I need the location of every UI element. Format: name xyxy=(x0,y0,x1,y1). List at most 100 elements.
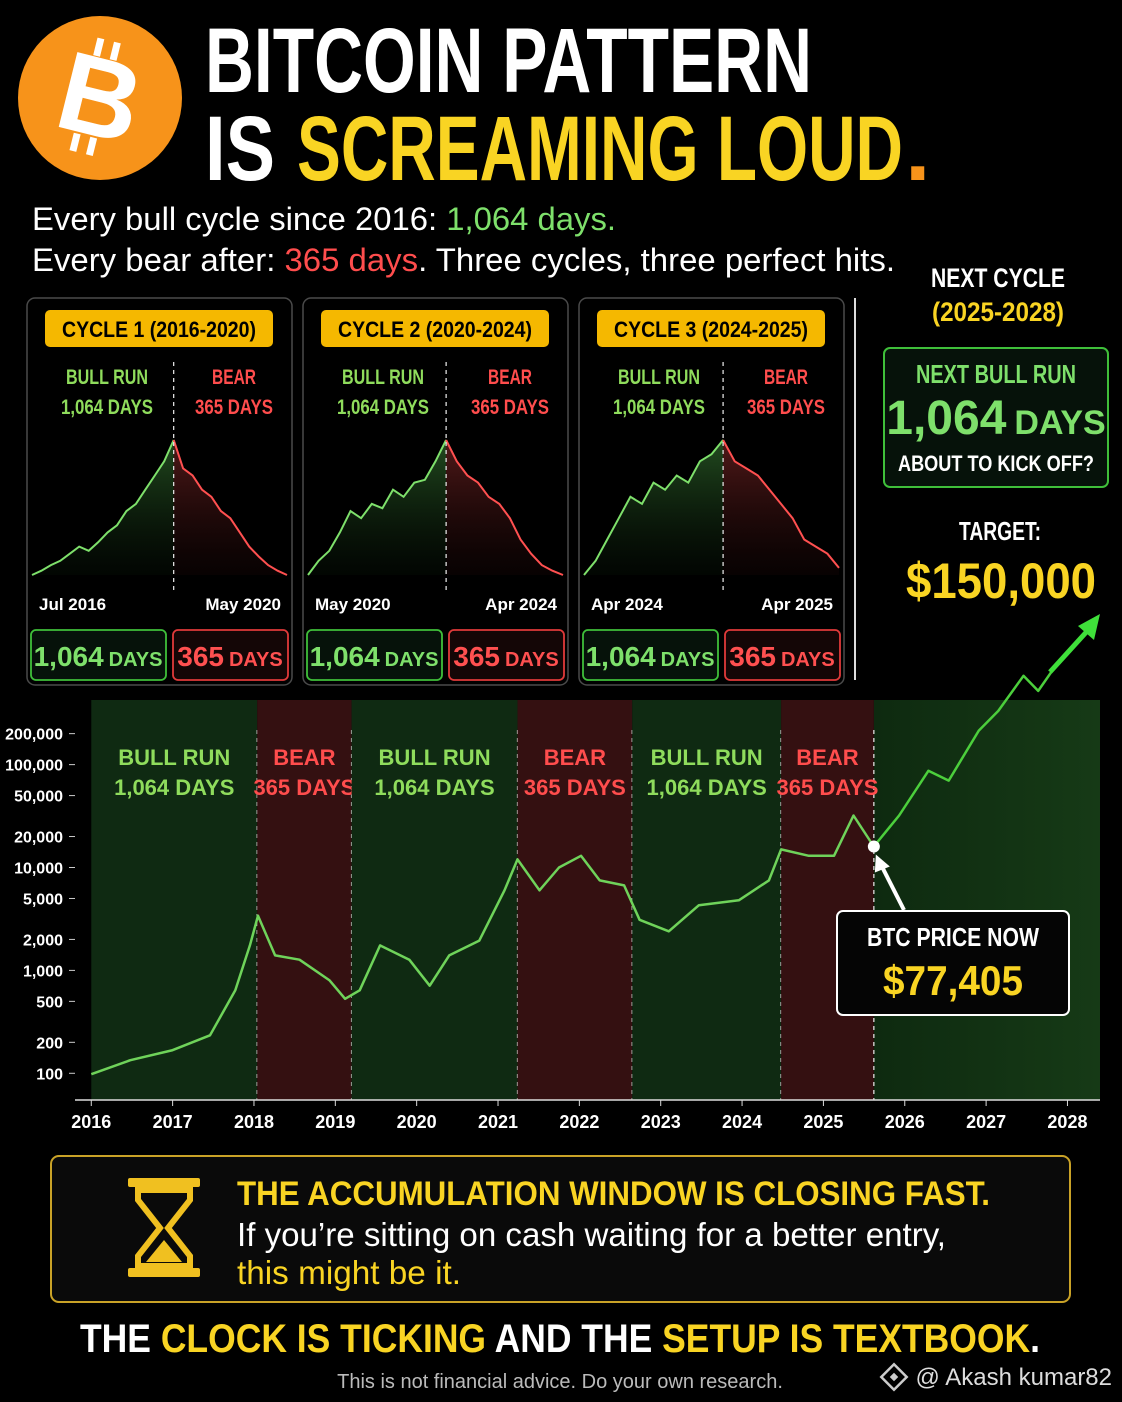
tagline-highlight: CLOCK IS TICKING xyxy=(161,1317,486,1361)
y-tick-label: 500 xyxy=(36,994,63,1011)
y-tick-label: 10,000 xyxy=(14,861,63,878)
bear-label: BEAR xyxy=(488,366,532,389)
hourglass-bottom xyxy=(128,1268,200,1277)
end-date: Apr 2025 xyxy=(761,595,833,614)
start-date: Jul 2016 xyxy=(39,595,106,614)
y-tick-label: 5,000 xyxy=(23,891,63,908)
logo-stroke xyxy=(93,37,105,57)
bull-unit: DAYS xyxy=(109,649,163,671)
bull-box xyxy=(582,629,719,681)
callout-text: this might be it. xyxy=(237,1254,461,1291)
bear-days: 365 DAYS xyxy=(195,396,273,419)
mini-area xyxy=(173,440,287,575)
region-label: BEAR xyxy=(273,745,335,770)
bear-label: BEAR xyxy=(212,366,256,389)
cycle-badge xyxy=(321,310,549,347)
bear-days: 365 DAYS xyxy=(747,396,825,419)
bull-count: 1,064 xyxy=(34,641,104,672)
bear-unit: DAYS xyxy=(229,649,283,671)
x-tick-label: 2028 xyxy=(1047,1112,1087,1132)
trend-arrow xyxy=(1048,626,1092,674)
bull-label: BULL RUN xyxy=(66,366,148,389)
bull-box xyxy=(306,629,443,681)
bear-count-text: 365 DAYS xyxy=(177,641,282,672)
cycle-region xyxy=(351,700,518,1100)
y-tick-label: 200,000 xyxy=(5,727,63,744)
bull-days: 1,064 DAYS xyxy=(61,396,153,419)
annotation-connector xyxy=(878,861,906,911)
x-tick-label: 2022 xyxy=(559,1112,599,1132)
region-days: 365 DAYS xyxy=(253,775,355,800)
mini-area xyxy=(308,440,447,575)
next-bull-count: 1,064 xyxy=(886,392,1006,445)
cycle-label: CYCLE 2 (2020-2024) xyxy=(338,317,532,342)
mini-area xyxy=(446,440,563,575)
bull-box xyxy=(30,629,167,681)
x-tick-label: 2019 xyxy=(315,1112,355,1132)
logo-stroke xyxy=(69,132,81,152)
cycle-region xyxy=(91,700,258,1100)
bull-label: BULL RUN xyxy=(342,366,424,389)
projection-region xyxy=(873,700,1100,1100)
next-cycle-title: NEXT CYCLE xyxy=(931,263,1065,293)
main-chart: BULL RUN 1,064 DAYS BEAR 365 DAYS BULL RUN 1,… xyxy=(5,660,1100,1132)
cycle-region xyxy=(781,700,874,1100)
mini-line xyxy=(31,439,175,576)
tagline: THE CLOCK IS TICKING AND THE SETUP IS TE… xyxy=(80,1317,1040,1361)
bear-unit: DAYS xyxy=(505,649,559,671)
cycle-region xyxy=(632,700,782,1100)
bear-count: 365 xyxy=(453,641,500,672)
mini-line xyxy=(172,439,288,576)
x-tick-label: 2017 xyxy=(153,1112,193,1132)
watermark: @ Akash kumar82 xyxy=(916,1364,1112,1391)
price-line xyxy=(90,814,875,1076)
bull-count: 1,064 xyxy=(310,641,380,672)
mini-area xyxy=(584,440,724,575)
bull-count-text: 1,064 DAYS xyxy=(310,641,439,672)
bear-box xyxy=(724,629,841,681)
region-days: 1,064 DAYS xyxy=(114,775,234,800)
region-label: BEAR xyxy=(796,745,858,770)
logo-stroke xyxy=(85,136,98,156)
target-value: $150,000 xyxy=(906,553,1096,609)
x-tick-label: 2025 xyxy=(803,1112,843,1132)
bear-count-text: 365 DAYS xyxy=(453,641,558,672)
x-tick-label: 2024 xyxy=(722,1112,762,1132)
bull-count: 1,064 xyxy=(586,641,656,672)
annotation-value: $77,405 xyxy=(883,957,1023,1004)
subtitle-text: . Three cycles, three perfect hits. xyxy=(418,242,895,278)
end-date: Apr 2024 xyxy=(485,595,557,614)
next-bull-days: 1,064 DAYS xyxy=(886,392,1105,445)
tagline-text: . xyxy=(1030,1317,1040,1361)
x-tick-label: 2016 xyxy=(71,1112,111,1132)
region-days: 1,064 DAYS xyxy=(647,775,767,800)
next-bull-title: NEXT BULL RUN xyxy=(916,359,1076,389)
subtitle-text: Every bear after: xyxy=(32,242,284,278)
bull-label: BULL RUN xyxy=(618,366,700,389)
annotation-title: BTC PRICE NOW xyxy=(867,922,1039,952)
y-tick-label: 200 xyxy=(36,1035,63,1052)
end-date: May 2020 xyxy=(205,595,281,614)
cycle-label: CYCLE 3 (2024-2025) xyxy=(614,317,808,342)
annotation-box xyxy=(836,910,1070,1016)
callout-box xyxy=(50,1155,1071,1303)
cycle-badge xyxy=(45,310,273,347)
subtitle-line: Every bull cycle since 2016: 1,064 days. xyxy=(32,201,616,237)
cycle-cards: CYCLE 1 (2016-2020) BULL RUN 1,064 DAYS BEA… xyxy=(26,297,845,686)
cycle-region xyxy=(257,700,352,1100)
region-label: BULL RUN xyxy=(651,745,763,770)
bull-days: 1,064 DAYS xyxy=(613,396,705,419)
bear-count-text: 365 DAYS xyxy=(729,641,834,672)
title-highlight: SCREAMING LOUD xyxy=(297,98,903,200)
x-tick-label: 2026 xyxy=(885,1112,925,1132)
hourglass-top xyxy=(128,1178,200,1187)
bear-label: BEAR xyxy=(764,366,808,389)
cycle-label: CYCLE 1 (2016-2020) xyxy=(62,317,256,342)
mini-line xyxy=(722,439,840,569)
subtitle-line: Every bear after: 365 days. Three cycles… xyxy=(32,242,895,278)
mini-area xyxy=(723,440,839,575)
subtitle-text: Every bull cycle since 2016: xyxy=(32,201,446,237)
bull-unit: DAYS xyxy=(661,649,715,671)
target-label: TARGET: xyxy=(959,516,1041,546)
